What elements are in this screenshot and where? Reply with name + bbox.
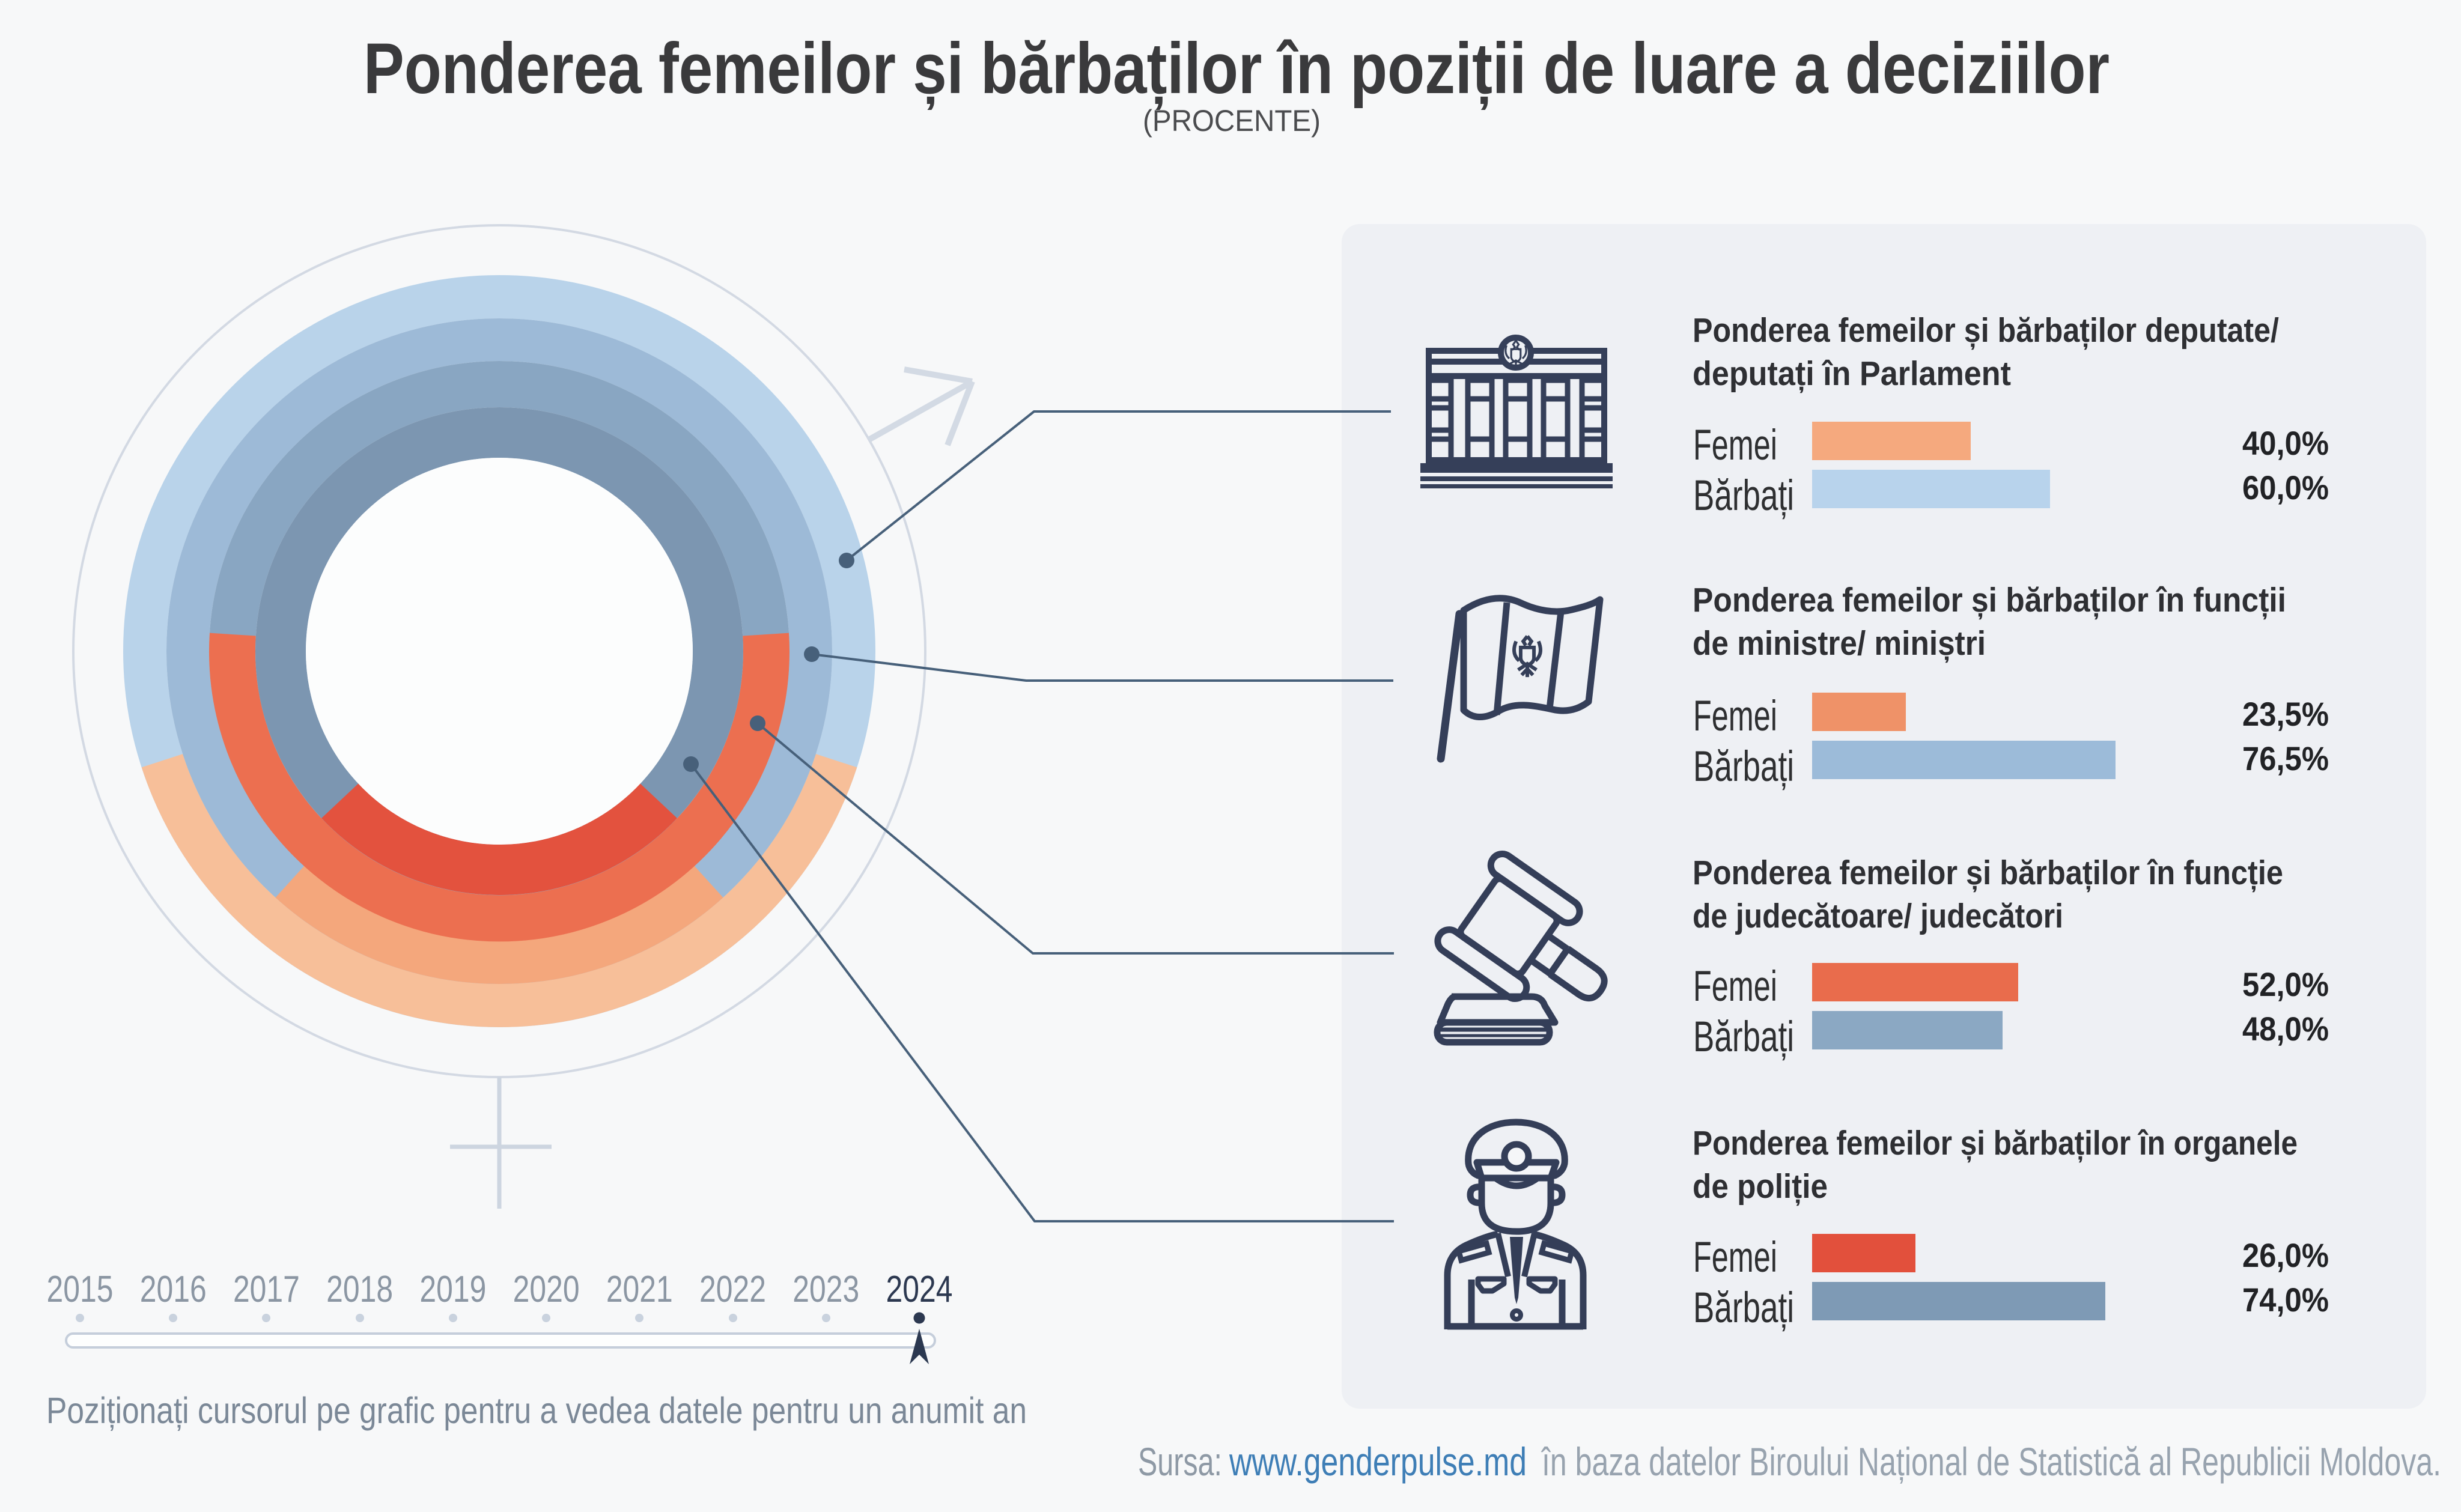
svg-text:deputați în Parlament: deputați în Parlament	[1693, 354, 2011, 393]
svg-text:40,0%: 40,0%	[2242, 424, 2329, 462]
svg-text:de ministre/ miniștri: de ministre/ miniștri	[1693, 624, 1986, 663]
svg-text:76,5%: 76,5%	[2242, 739, 2329, 777]
svg-text:Ponderea femeilor și bărbațilo: Ponderea femeilor și bărbaților în poziț…	[364, 28, 2110, 110]
svg-text:Sursa:: Sursa:	[1138, 1439, 1222, 1484]
svg-text:de poliție: de poliție	[1693, 1167, 1828, 1206]
svg-text:2023: 2023	[792, 1269, 859, 1310]
svg-text:2022: 2022	[699, 1269, 766, 1310]
svg-text:Ponderea femeilor și bărbațilo: Ponderea femeilor și bărbaților deputate…	[1693, 311, 2279, 350]
svg-text:Femei: Femei	[1693, 1234, 1777, 1281]
svg-text:Ponderea femeilor și bărbațilo: Ponderea femeilor și bărbaților în funcț…	[1693, 854, 2283, 893]
svg-text:23,5%: 23,5%	[2242, 695, 2329, 733]
svg-text:Bărbați: Bărbați	[1693, 1013, 1794, 1061]
svg-text:Bărbați: Bărbați	[1693, 472, 1794, 520]
svg-text:74,0%: 74,0%	[2242, 1281, 2329, 1319]
svg-text:60,0%: 60,0%	[2242, 469, 2329, 506]
svg-text:Bărbați: Bărbați	[1693, 743, 1794, 791]
svg-text:Femei: Femei	[1693, 422, 1777, 469]
svg-text:www.genderpulse.md: www.genderpulse.md	[1229, 1439, 1527, 1484]
svg-text:26,0%: 26,0%	[2242, 1236, 2329, 1274]
svg-text:Femei: Femei	[1693, 963, 1777, 1010]
svg-text:2017: 2017	[233, 1269, 300, 1310]
svg-text:Ponderea femeilor și bărbațilo: Ponderea femeilor și bărbaților în organ…	[1693, 1124, 2298, 1163]
svg-text:48,0%: 48,0%	[2242, 1010, 2329, 1048]
svg-text:2016: 2016	[140, 1269, 207, 1310]
svg-text:(PROCENTE): (PROCENTE)	[1143, 104, 1321, 138]
svg-text:de judecătoare/ judecători: de judecătoare/ judecători	[1693, 897, 2063, 935]
svg-text:2019: 2019	[419, 1269, 486, 1310]
svg-text:în baza datelor Biroului Națio: în baza datelor Biroului Național de Sta…	[1541, 1439, 2441, 1484]
svg-text:2020: 2020	[513, 1269, 580, 1310]
svg-text:Femei: Femei	[1693, 693, 1777, 740]
svg-text:Poziționați cursorul pe grafic: Poziționați cursorul pe grafic pentru a …	[46, 1390, 1027, 1431]
svg-text:Bărbați: Bărbați	[1693, 1284, 1794, 1332]
svg-text:Ponderea femeilor și bărbațilo: Ponderea femeilor și bărbaților în funcț…	[1693, 581, 2286, 620]
svg-text:2021: 2021	[606, 1269, 673, 1310]
svg-text:2024: 2024	[886, 1269, 952, 1310]
svg-text:52,0%: 52,0%	[2242, 965, 2329, 1003]
svg-text:2015: 2015	[47, 1269, 114, 1310]
svg-text:2018: 2018	[326, 1269, 393, 1310]
